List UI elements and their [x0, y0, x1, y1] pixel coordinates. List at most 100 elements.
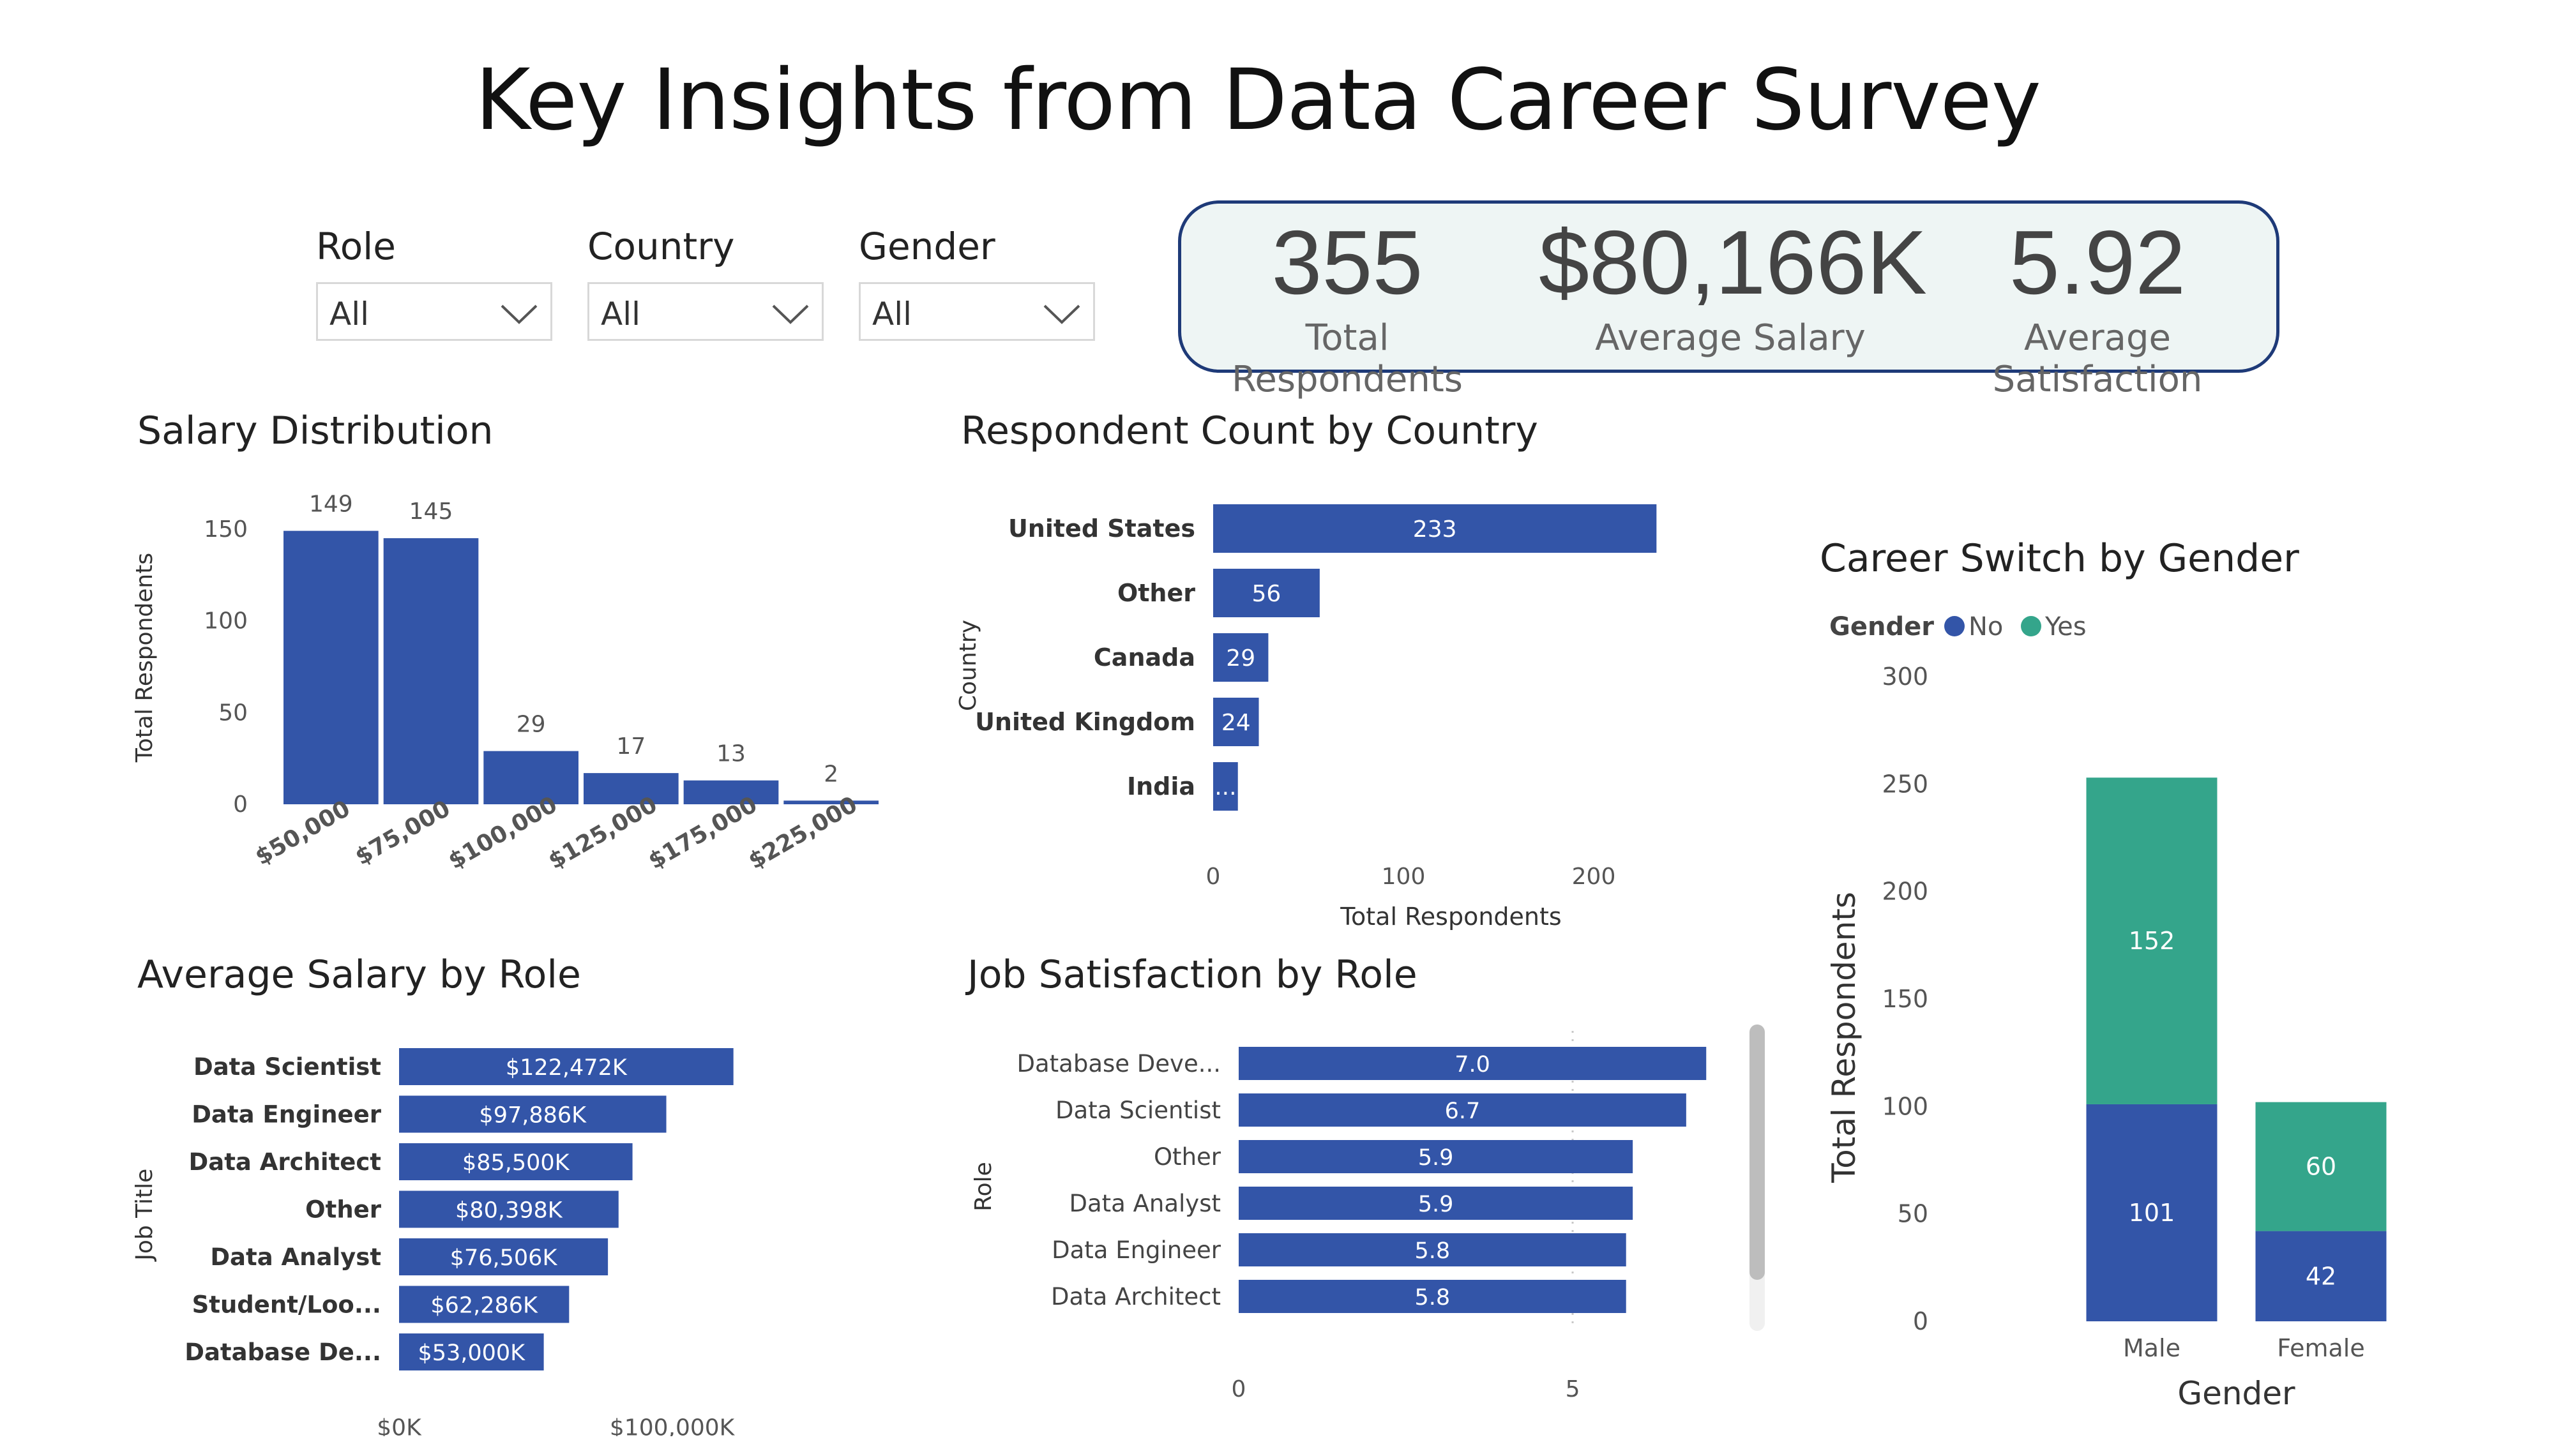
data-label: ... — [1214, 774, 1236, 800]
bar-segment — [2086, 1104, 2218, 1321]
bar-segment — [2255, 1231, 2387, 1321]
y-axis-label: Total Respondents — [132, 553, 158, 763]
data-label: 233 — [1413, 516, 1457, 543]
bar — [1239, 1187, 1633, 1220]
data-label: 5.9 — [1418, 1145, 1454, 1171]
y-tick-label: Data Engineer — [1052, 1236, 1221, 1264]
bar — [1213, 698, 1259, 746]
bar — [1213, 504, 1657, 553]
data-label: $122,472K — [506, 1055, 628, 1081]
country-chart: United States 233 Other 56 Canada 29 United Ki… — [955, 504, 1657, 931]
country-dropdown[interactable]: All — [587, 282, 824, 341]
data-label: 5.8 — [1415, 1285, 1451, 1310]
bar — [399, 1286, 570, 1323]
x-tick-label: 0 — [1206, 864, 1221, 890]
y-tick-label: 0 — [1913, 1307, 1928, 1335]
career-switch-chart: Gender No Yes 0 50 100 150 200 250 300 Total Respo… — [1825, 612, 2387, 1412]
y-tick-label: United Kingdom — [975, 708, 1195, 736]
data-label: 60 — [2306, 1153, 2336, 1181]
bar — [584, 773, 679, 804]
kpi-value: 5.92 — [2009, 212, 2186, 313]
gender-slicer[interactable]: Gender All — [859, 225, 1095, 341]
bar — [383, 538, 479, 804]
gender-dropdown[interactable]: All — [859, 282, 1095, 341]
data-label: 29 — [1226, 645, 1255, 672]
salary-distribution-chart: 0 50 100 150 Total Respondents 149 $50,000 145 $… — [132, 492, 879, 874]
x-tick-label: Female — [2277, 1334, 2364, 1362]
page-title: Key Insights from Data Career Survey — [475, 51, 2041, 149]
bar — [1213, 633, 1269, 682]
kpi-caption: Average Salary — [1595, 317, 1866, 359]
kpi-total-respondents: 355 Total Respondents — [1194, 204, 1500, 401]
legend-item: Yes — [2044, 612, 2087, 642]
y-tick-label: 100 — [1882, 1092, 1928, 1120]
data-label: 6.7 — [1445, 1099, 1481, 1124]
bar — [1239, 1280, 1626, 1313]
chevron-down-icon — [501, 304, 538, 324]
kpi-value: 355 — [1271, 212, 1423, 313]
y-tick-label: Other — [305, 1196, 382, 1224]
y-tick-label: India — [1127, 772, 1195, 800]
y-tick-label: Other — [1117, 579, 1195, 607]
x-tick-label: Male — [2123, 1334, 2180, 1362]
data-label: 101 — [2129, 1199, 2175, 1227]
data-label: $53,000K — [418, 1340, 525, 1366]
kpi-caption: Average Satisfaction — [1992, 317, 2203, 400]
chevron-down-icon — [772, 304, 809, 324]
data-label: 2 — [824, 761, 838, 787]
y-tick-label: Data Analyst — [1069, 1190, 1221, 1217]
bar — [399, 1238, 608, 1275]
y-tick-label: 200 — [1882, 878, 1928, 906]
y-tick-label: Data Analyst — [210, 1243, 381, 1271]
bar — [1213, 569, 1320, 617]
data-label: 17 — [616, 733, 646, 760]
country-slicer-label: Country — [587, 225, 735, 268]
y-axis-label: Total Respondents — [1825, 892, 1863, 1183]
career-switch-title: Career Switch by Gender — [1820, 536, 2299, 581]
data-label: $97,886K — [479, 1103, 587, 1129]
y-tick-label: 150 — [204, 516, 248, 543]
bar — [483, 751, 578, 804]
legend-item: No — [1968, 612, 2003, 642]
x-axis-label: Gender — [2177, 1375, 2295, 1412]
role-slicer-label: Role — [316, 225, 396, 268]
bar — [1213, 762, 1238, 811]
y-tick-label: 50 — [218, 700, 248, 726]
bar-segment — [2086, 777, 2218, 1104]
chevron-down-icon — [1043, 304, 1080, 324]
data-label: 56 — [1252, 581, 1281, 607]
x-tick-label: 100 — [1382, 864, 1426, 890]
y-tick-label: Database De... — [185, 1339, 381, 1366]
country-slicer[interactable]: Country All — [587, 225, 824, 341]
kpi-card: 355 Total Respondents $80,166K Average S… — [1178, 200, 2279, 400]
salary-by-role-chart: Data Scientist $122,472K Data Engineer $97,… — [132, 1048, 736, 1437]
role-dropdown[interactable]: All — [316, 282, 552, 341]
y-tick-label: 100 — [204, 608, 248, 634]
x-tick-label: $100,000K — [610, 1415, 736, 1437]
y-tick-label: Canada — [1094, 643, 1195, 672]
role-slicer[interactable]: Role All — [316, 225, 552, 341]
satisfaction-scrollbar[interactable] — [1749, 1024, 1765, 1331]
scrollbar-thumb[interactable] — [1749, 1024, 1765, 1280]
y-tick-label: Data Scientist — [1055, 1097, 1221, 1124]
data-label: 7.0 — [1455, 1052, 1490, 1077]
y-tick-label: Other — [1154, 1143, 1221, 1171]
bar — [399, 1333, 544, 1370]
data-label: 13 — [716, 741, 746, 767]
data-label: 152 — [2129, 927, 2175, 955]
country-dropdown-value: All — [601, 296, 640, 333]
gender-dropdown-value: All — [872, 296, 912, 333]
bar-segment — [2255, 1102, 2387, 1231]
gender-slicer-label: Gender — [859, 225, 995, 268]
bar — [399, 1190, 619, 1228]
y-tick-label: 300 — [1882, 663, 1928, 691]
y-tick-label: 150 — [1882, 985, 1928, 1013]
bar — [1239, 1093, 1686, 1127]
country-chart-title: Respondent Count by Country — [961, 409, 1538, 453]
y-tick-label: Data Architect — [189, 1148, 381, 1176]
legend-title: Gender — [1829, 612, 1934, 642]
x-tick-label: $75,000 — [351, 795, 455, 870]
data-label: 149 — [309, 492, 353, 518]
x-tick-label: 0 — [1232, 1376, 1246, 1402]
data-label: 5.8 — [1415, 1238, 1451, 1264]
